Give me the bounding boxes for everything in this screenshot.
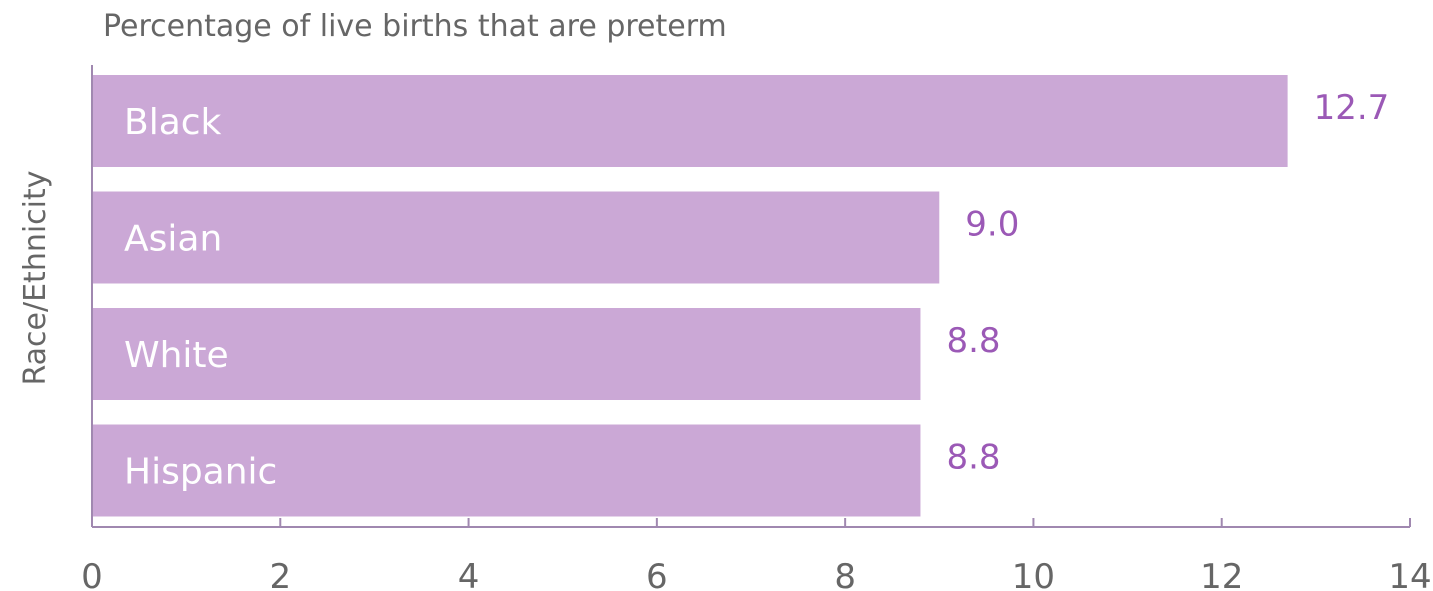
chart-title: Percentage of live births that are prete… [103, 9, 727, 44]
value-label-black: 12.7 [1314, 88, 1390, 128]
value-label-asian: 9.0 [965, 205, 1019, 245]
value-label-white: 8.8 [946, 321, 1000, 361]
bar-hispanic [92, 424, 921, 517]
bars-group: Black 12.7 Asian 9.0 White 8.8 Hispanic 8.8 [92, 75, 1389, 517]
category-label-asian: Asian [124, 219, 222, 260]
category-label-white: White [124, 335, 229, 376]
category-label-black: Black [124, 102, 222, 143]
value-label-hispanic: 8.8 [946, 438, 1000, 478]
x-tick-label-10: 10 [1012, 557, 1055, 591]
y-axis-label: Race/Ethnicity [18, 170, 53, 385]
bar-white [92, 308, 921, 400]
category-label-hispanic: Hispanic [124, 452, 277, 493]
bar-black [92, 75, 1288, 167]
x-tick-label-12: 12 [1200, 557, 1243, 591]
x-tick-label-2: 2 [269, 557, 291, 591]
bar-asian [92, 191, 940, 284]
x-axis-ticks: 0 2 4 6 8 10 12 14 [81, 518, 1432, 591]
x-tick-label-6: 6 [646, 557, 668, 591]
x-tick-label-0: 0 [81, 557, 103, 591]
x-tick-label-8: 8 [834, 557, 856, 591]
x-tick-label-14: 14 [1388, 557, 1431, 591]
x-tick-label-4: 4 [458, 557, 480, 591]
